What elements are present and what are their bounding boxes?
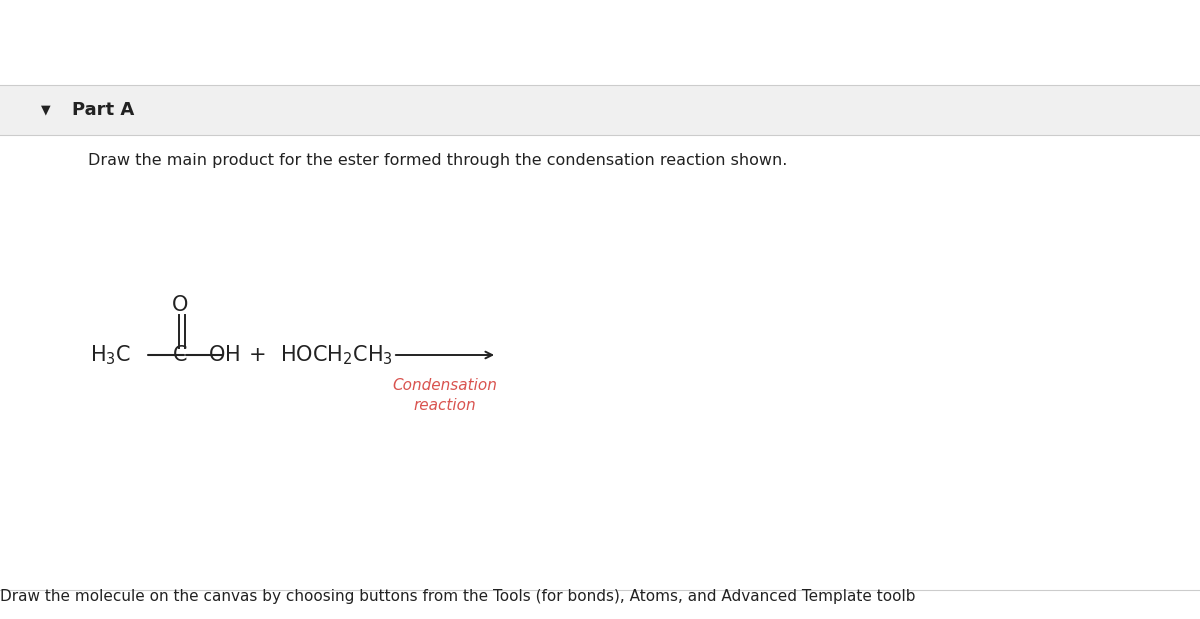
Text: $\mathsf{O}$: $\mathsf{O}$: [170, 295, 188, 315]
Text: $\mathsf{OH}$: $\mathsf{OH}$: [208, 345, 240, 365]
Bar: [0, 0, 1200, 85]
Text: $\mathsf{H_3C}$: $\mathsf{H_3C}$: [90, 343, 131, 367]
Text: Condensation: Condensation: [392, 378, 498, 392]
Text: $\mathsf{HOCH_2CH_3}$: $\mathsf{HOCH_2CH_3}$: [280, 343, 394, 367]
Bar: [0, 135, 1200, 590]
Text: ▼: ▼: [41, 103, 50, 116]
Text: $\mathsf{+}$: $\mathsf{+}$: [248, 345, 265, 365]
Text: Draw the main product for the ester formed through the condensation reaction sho: Draw the main product for the ester form…: [88, 152, 787, 168]
Bar: [0, 85, 1200, 135]
Text: Draw the molecule on the canvas by choosing buttons from the Tools (for bonds), : Draw the molecule on the canvas by choos…: [0, 589, 916, 604]
Text: reaction: reaction: [414, 397, 476, 412]
Text: $\mathsf{C}$: $\mathsf{C}$: [172, 345, 187, 365]
Text: Part A: Part A: [72, 101, 134, 119]
